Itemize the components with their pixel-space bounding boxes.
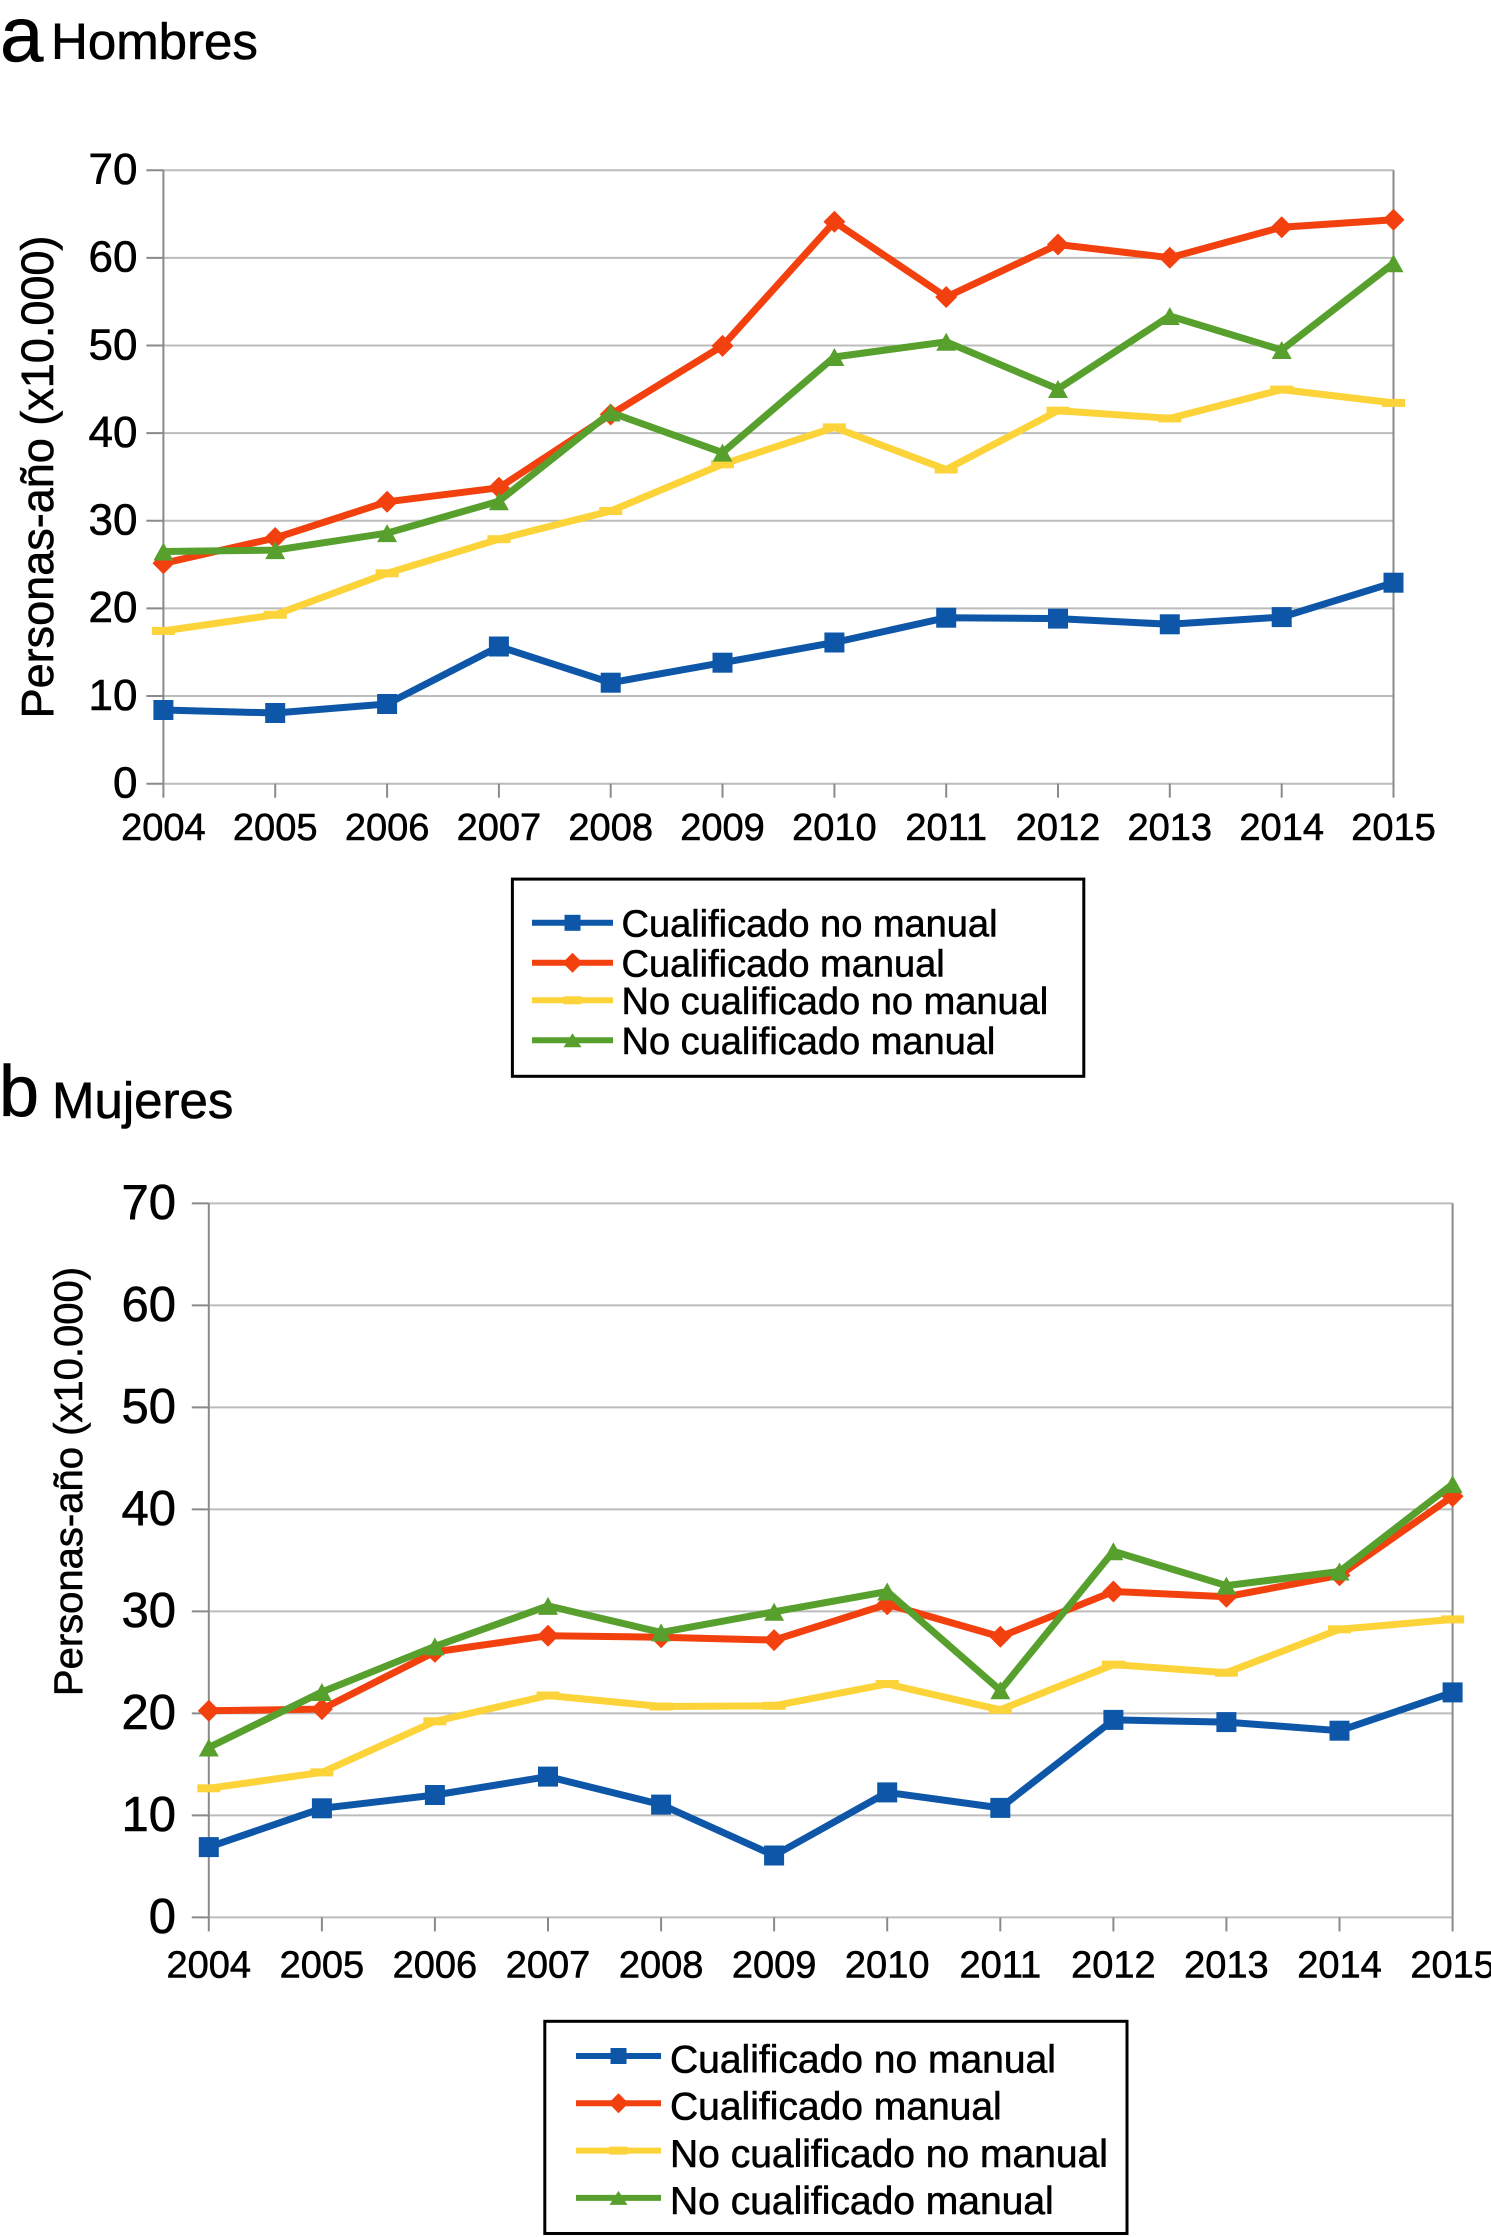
svg-text:60: 60 [89,233,138,282]
svg-text:2015: 2015 [1351,807,1436,849]
svg-text:a: a [0,0,44,78]
svg-text:2012: 2012 [1071,1945,1156,1987]
svg-text:2012: 2012 [1016,807,1101,849]
svg-text:2005: 2005 [280,1945,365,1987]
svg-text:2010: 2010 [792,807,877,849]
svg-text:30: 30 [89,496,138,545]
svg-text:2009: 2009 [680,807,765,849]
svg-text:Personas-año (x10.000): Personas-año (x10.000) [47,1267,91,1696]
svg-text:Hombres: Hombres [51,13,258,70]
svg-text:10: 10 [89,671,138,720]
svg-text:50: 50 [121,1380,176,1434]
svg-text:10: 10 [121,1788,176,1842]
svg-text:2007: 2007 [506,1945,591,1987]
svg-text:Mujeres: Mujeres [52,1072,233,1129]
svg-text:40: 40 [121,1482,176,1536]
svg-text:2004: 2004 [167,1945,252,1987]
svg-text:No cualificado manual: No cualificado manual [622,1021,996,1063]
svg-text:Personas-año (x10.000): Personas-año (x10.000) [12,236,63,719]
svg-text:2013: 2013 [1128,807,1213,849]
svg-text:No cualificado manual: No cualificado manual [670,2180,1054,2223]
svg-text:50: 50 [89,320,138,369]
svg-text:b: b [0,1052,39,1132]
svg-text:60: 60 [121,1278,176,1332]
svg-text:2015: 2015 [1410,1945,1491,1987]
svg-text:0: 0 [149,1890,176,1944]
svg-text:Cualificado manual: Cualificado manual [670,2086,1002,2129]
svg-text:2007: 2007 [457,807,542,849]
svg-text:2005: 2005 [233,807,318,849]
svg-text:30: 30 [121,1584,176,1638]
svg-text:2006: 2006 [393,1945,478,1987]
svg-text:70: 70 [89,145,138,194]
svg-text:No cualificado no manual: No cualificado no manual [622,981,1049,1023]
svg-text:2011: 2011 [905,807,987,849]
svg-text:40: 40 [89,408,138,457]
svg-text:No cualificado no manual: No cualificado no manual [670,2133,1108,2176]
svg-text:2008: 2008 [619,1945,704,1987]
svg-text:Cualificado no manual: Cualificado no manual [622,904,998,946]
svg-text:0: 0 [113,759,137,808]
svg-text:2008: 2008 [568,807,653,849]
svg-text:2004: 2004 [121,807,206,849]
svg-text:20: 20 [121,1686,176,1740]
svg-text:2013: 2013 [1184,1945,1269,1987]
svg-text:20: 20 [89,583,138,632]
svg-text:2014: 2014 [1297,1945,1382,1987]
svg-text:2006: 2006 [345,807,430,849]
svg-text:2014: 2014 [1239,807,1324,849]
svg-text:70: 70 [121,1176,176,1230]
svg-text:2011: 2011 [959,1945,1041,1987]
svg-text:Cualificado manual: Cualificado manual [622,943,945,985]
svg-text:2009: 2009 [732,1945,817,1987]
svg-text:2010: 2010 [845,1945,930,1987]
svg-text:Cualificado no manual: Cualificado no manual [670,2038,1056,2081]
